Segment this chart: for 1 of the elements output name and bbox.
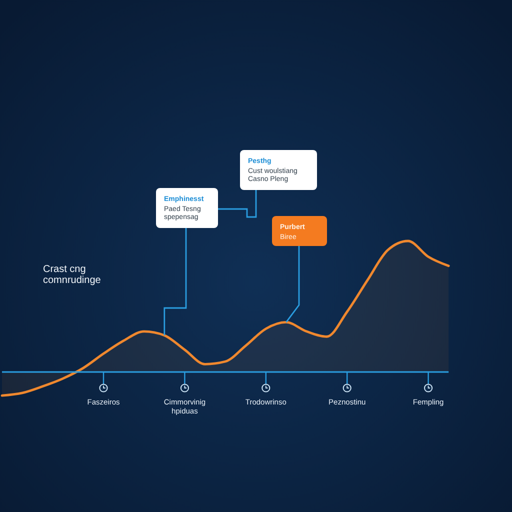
annotation: Crast cng comnrudinge bbox=[43, 264, 102, 286]
